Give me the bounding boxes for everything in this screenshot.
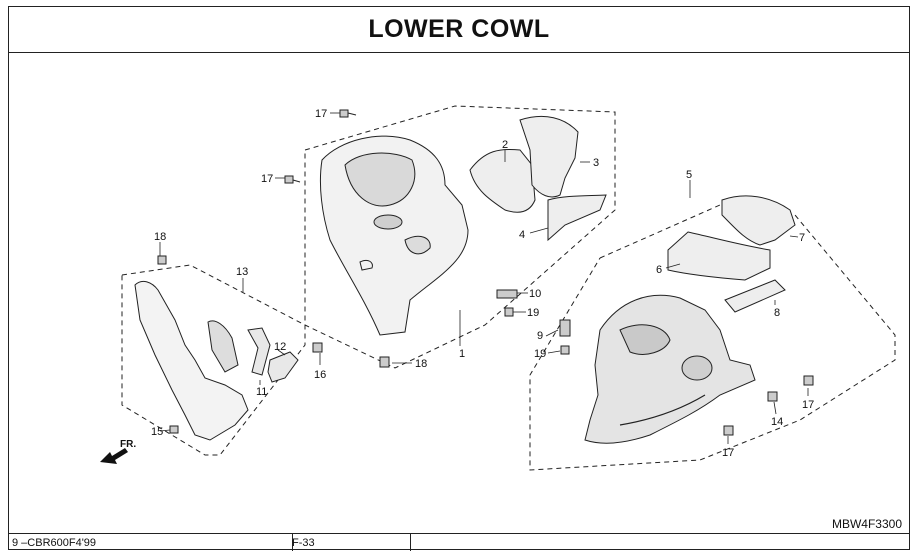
front-direction-arrow: FR. bbox=[100, 439, 136, 464]
callout-14: 14 bbox=[771, 416, 783, 428]
title-bar: LOWER COWL bbox=[9, 7, 909, 53]
part-7-shape bbox=[721, 195, 796, 246]
part-13-shape bbox=[134, 280, 249, 441]
part-12-shape bbox=[267, 351, 299, 383]
callout-17-bottom: 17 bbox=[722, 447, 734, 459]
callout-3: 3 bbox=[593, 157, 599, 169]
part-2-shape bbox=[469, 148, 536, 213]
footer-page: F-33 bbox=[289, 534, 411, 551]
callout-17-top: 17 bbox=[315, 108, 327, 120]
part-11-shape bbox=[247, 327, 271, 376]
callout-9: 9 bbox=[537, 330, 543, 342]
callout-5: 5 bbox=[686, 169, 692, 181]
callout-11: 11 bbox=[256, 386, 267, 398]
diagram-code: MBW4F3300 bbox=[832, 517, 902, 531]
part-8-shape bbox=[724, 279, 786, 313]
part-1-shape bbox=[319, 135, 469, 336]
lower-cowl-shape bbox=[584, 294, 756, 444]
callout-8: 8 bbox=[774, 307, 780, 319]
callout-12: 12 bbox=[274, 341, 286, 353]
callout-17-left: 17 bbox=[261, 173, 273, 185]
callout-17-right: 17 bbox=[802, 399, 814, 411]
callout-16: 16 bbox=[314, 369, 326, 381]
callout-6: 6 bbox=[656, 264, 662, 276]
page-title: LOWER COWL bbox=[368, 15, 550, 43]
part-6-shape bbox=[667, 231, 771, 281]
callout-15: 15 bbox=[151, 426, 163, 438]
direction-label: FR. bbox=[120, 439, 136, 450]
callout-19-upper: 19 bbox=[527, 307, 539, 319]
callout-4: 4 bbox=[519, 229, 525, 241]
callout-18-left: 18 bbox=[154, 231, 166, 243]
group-box-13 bbox=[121, 264, 306, 456]
fasteners bbox=[157, 109, 814, 436]
callout-1: 1 bbox=[459, 348, 465, 360]
callout-2: 2 bbox=[502, 139, 508, 151]
footer-model: 9 –CBR600F4'99 bbox=[9, 534, 293, 551]
callout-19-lower: 19 bbox=[534, 348, 546, 360]
footer: 9 –CBR600F4'99 F-33 bbox=[9, 533, 909, 551]
leader-lines bbox=[159, 112, 809, 444]
part-4-shape bbox=[547, 194, 607, 242]
callout-7: 7 bbox=[799, 232, 805, 244]
callout-labels: 1 2 3 4 5 6 7 8 9 10 11 12 13 14 15 16 1… bbox=[151, 108, 814, 459]
group-box-1 bbox=[304, 105, 616, 369]
callout-18-right: 18 bbox=[415, 358, 427, 370]
callout-10: 10 bbox=[529, 288, 541, 300]
group-box-5 bbox=[529, 204, 896, 471]
callout-13: 13 bbox=[236, 266, 248, 278]
part-3-shape bbox=[519, 115, 579, 198]
